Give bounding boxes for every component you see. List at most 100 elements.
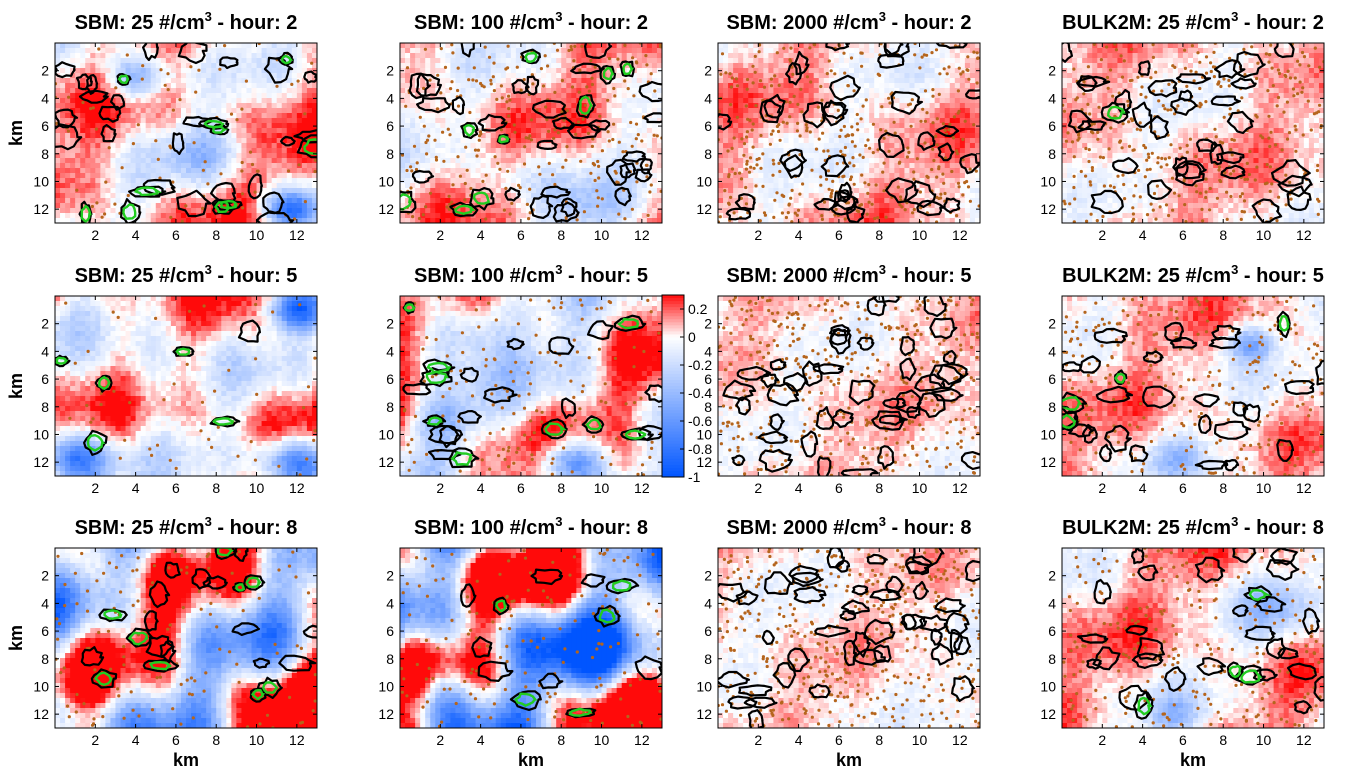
- heat-cell: [286, 148, 293, 154]
- heat-cell: [266, 133, 273, 139]
- precip-dot: [450, 43, 454, 47]
- active-core-contour: [219, 199, 239, 210]
- heat-cell: [196, 148, 202, 154]
- x-tick-label: 12: [634, 227, 650, 243]
- precip-dot: [621, 150, 625, 154]
- heat-cell: [606, 178, 613, 184]
- heat-cell: [899, 68, 906, 74]
- heat-cell: [281, 108, 288, 114]
- heat-cell: [566, 108, 572, 114]
- heat-cell: [495, 168, 502, 174]
- heat-cell: [75, 73, 81, 79]
- heat-cell: [415, 58, 421, 64]
- heat-cell: [175, 168, 182, 174]
- heat-cell: [291, 208, 298, 214]
- heat-cell: [838, 58, 845, 64]
- heat-cell: [445, 168, 451, 174]
- heat-cell: [601, 218, 608, 223]
- heat-cell: [140, 103, 147, 109]
- heat-cell: [909, 83, 916, 89]
- heat-cell: [485, 168, 492, 174]
- heat-cell: [180, 158, 187, 164]
- heat-cell: [536, 173, 542, 179]
- heat-cell: [306, 58, 313, 64]
- heat-cell: [586, 168, 593, 174]
- heat-cell: [576, 148, 582, 154]
- heat-cell: [636, 158, 643, 164]
- precip-dot: [201, 168, 205, 172]
- heat-cell: [100, 203, 106, 209]
- heat-cell: [256, 153, 263, 159]
- heat-cell: [636, 138, 643, 144]
- heat-cell: [738, 83, 744, 89]
- heat-cell: [246, 133, 253, 139]
- heat-cell: [480, 198, 487, 204]
- heat-cell: [165, 58, 172, 64]
- heat-cell: [415, 213, 421, 219]
- heat-cell: [445, 128, 451, 134]
- heat-cell: [286, 83, 293, 89]
- heat-cell: [241, 188, 248, 194]
- heat-cell: [919, 48, 926, 54]
- heat-cell: [236, 213, 243, 219]
- heat-cell: [480, 143, 487, 149]
- heat-cell: [135, 163, 142, 169]
- heat-cell: [236, 78, 243, 84]
- heat-cell: [636, 188, 643, 194]
- x-tick-label: 4: [477, 227, 485, 243]
- heat-cell: [768, 108, 775, 114]
- heat-cell: [251, 108, 258, 114]
- heat-cell: [155, 168, 162, 174]
- heat-cell: [646, 118, 653, 124]
- heat-cell: [196, 198, 202, 204]
- heat-cell: [475, 58, 482, 64]
- heat-cell: [571, 103, 577, 109]
- heat-cell: [889, 88, 895, 94]
- heat-cell: [546, 78, 552, 84]
- heat-cell: [140, 188, 147, 194]
- heat-cell: [301, 48, 308, 54]
- heat-cell: [60, 118, 66, 124]
- heat-cell: [556, 133, 562, 139]
- heat-cell: [566, 98, 572, 104]
- precip-dot: [506, 44, 510, 48]
- heat-cell: [90, 218, 96, 223]
- heat-cell: [445, 123, 451, 129]
- heat-cell: [95, 58, 101, 64]
- heat-cell: [296, 158, 303, 164]
- heat-cell: [556, 58, 562, 64]
- heat-cell: [150, 98, 157, 104]
- heat-cell: [140, 88, 147, 94]
- heat-cell: [206, 88, 212, 94]
- heat-cell: [155, 88, 162, 94]
- heat-cell: [753, 73, 759, 79]
- heat-cell: [576, 173, 582, 179]
- heat-cell: [793, 43, 800, 49]
- heat-cell: [566, 93, 572, 99]
- heat-cell: [490, 158, 497, 164]
- heat-cell: [410, 43, 416, 49]
- heat-cell: [631, 193, 638, 199]
- heat-cell: [520, 183, 527, 189]
- heat-cell: [571, 153, 577, 159]
- heat-cell: [964, 78, 971, 84]
- heat-cell: [455, 203, 462, 209]
- heat-cell: [110, 133, 117, 139]
- heat-cell: [400, 118, 406, 124]
- heat-cell: [105, 193, 112, 199]
- heat-cell: [206, 73, 212, 79]
- heat-cell: [286, 63, 293, 69]
- precip-dot: [607, 56, 612, 61]
- heat-cell: [226, 83, 232, 89]
- heat-cell: [859, 68, 865, 74]
- heat-cell: [510, 53, 517, 59]
- heat-cell: [606, 68, 613, 74]
- heat-cell: [60, 183, 66, 189]
- heat-cell: [271, 93, 278, 99]
- heat-cell: [231, 88, 237, 94]
- heat-cell: [934, 93, 941, 99]
- heat-cell: [105, 143, 112, 149]
- heat-cell: [90, 63, 96, 69]
- heat-cell: [601, 148, 608, 154]
- heat-cell: [246, 213, 253, 219]
